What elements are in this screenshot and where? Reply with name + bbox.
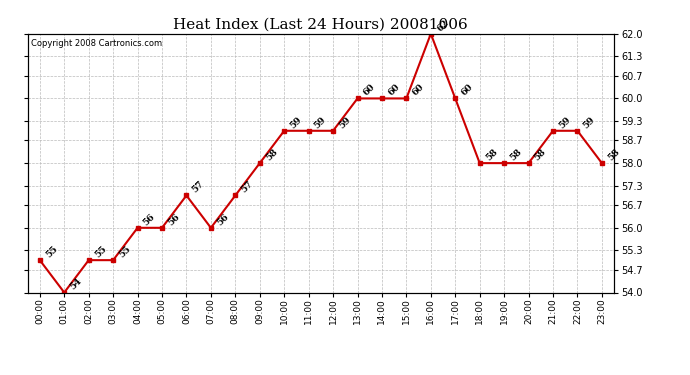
Text: 58: 58	[509, 147, 524, 162]
Text: Copyright 2008 Cartronics.com: Copyright 2008 Cartronics.com	[30, 39, 161, 48]
Text: 55: 55	[44, 244, 59, 260]
Text: 57: 57	[239, 180, 255, 195]
Text: 60: 60	[362, 82, 377, 98]
Text: 56: 56	[215, 212, 230, 227]
Text: 58: 58	[533, 147, 548, 162]
Text: 56: 56	[166, 212, 181, 227]
Text: 55: 55	[93, 244, 108, 260]
Text: 56: 56	[141, 212, 157, 227]
Text: 59: 59	[313, 115, 328, 130]
Text: 58: 58	[264, 147, 279, 162]
Text: 59: 59	[582, 115, 597, 130]
Text: 54: 54	[68, 276, 83, 292]
Text: 57: 57	[190, 180, 206, 195]
Title: Heat Index (Last 24 Hours) 20081006: Heat Index (Last 24 Hours) 20081006	[173, 17, 469, 31]
Text: 62: 62	[435, 18, 451, 33]
Text: 60: 60	[411, 82, 426, 98]
Text: 59: 59	[337, 115, 353, 130]
Text: 60: 60	[386, 82, 402, 98]
Text: 58: 58	[484, 147, 499, 162]
Text: 59: 59	[288, 115, 304, 130]
Text: 60: 60	[460, 82, 475, 98]
Text: 59: 59	[557, 115, 573, 130]
Text: 58: 58	[606, 147, 621, 162]
Text: 55: 55	[117, 244, 132, 260]
